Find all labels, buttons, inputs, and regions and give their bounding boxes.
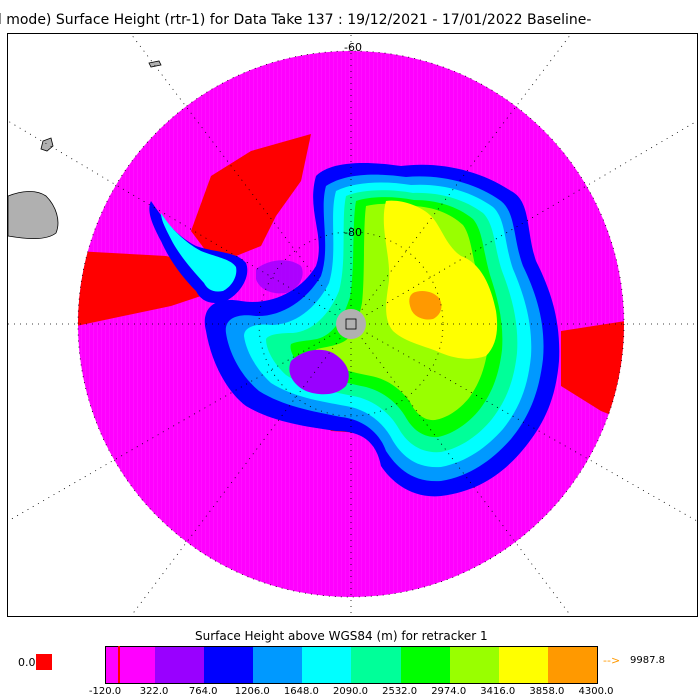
elevation-band-6 xyxy=(383,200,498,359)
legend-title: Surface Height above WGS84 (m) for retra… xyxy=(195,629,488,643)
colorbar-tick-label: 322.0 xyxy=(139,686,169,697)
lat-label-60: -60 xyxy=(344,41,362,54)
lat-label-80: -80 xyxy=(344,226,362,239)
elevation-band-7 xyxy=(409,290,442,320)
zero-value-label: 0.0 xyxy=(18,656,36,669)
colorbar-tick-label: 1648.0 xyxy=(283,686,319,697)
map-frame: -60 -80 xyxy=(7,33,698,617)
colorbar-segment xyxy=(449,647,499,683)
graticule xyxy=(8,34,697,616)
colorbar-tick-label: 2532.0 xyxy=(382,686,418,697)
falkland-island xyxy=(40,137,54,152)
colorbar-tick-label: 3416.0 xyxy=(480,686,516,697)
ross-ice-shelf xyxy=(289,349,349,395)
colorbar-tick-label: 2090.0 xyxy=(333,686,368,697)
flag-region-weddell xyxy=(191,134,311,256)
overflow-value: 9987.8 xyxy=(630,655,665,666)
colorbar-tick-label: 2974.0 xyxy=(431,686,467,697)
colorbar-segment xyxy=(302,647,352,683)
south-america-tip xyxy=(8,191,59,240)
colorbar-tick-label: 764.0 xyxy=(188,686,218,697)
overflow-arrow-icon: --> xyxy=(603,654,621,667)
filchner-shelf xyxy=(256,260,303,294)
flag-region-east xyxy=(561,321,624,421)
colorbar-tick-label: -120.0 xyxy=(88,686,122,697)
peninsula-interior xyxy=(161,213,237,292)
colorbar-segment xyxy=(106,647,156,683)
zero-value-swatch xyxy=(36,654,52,670)
colorbar-segment xyxy=(400,647,450,683)
colorbar-segment xyxy=(498,647,548,683)
colorbar-tick-label: 4300.0 xyxy=(578,686,614,697)
pole-center-box xyxy=(345,318,357,330)
colorbar-segment xyxy=(204,647,254,683)
colorbar-segment xyxy=(351,647,401,683)
colorbar-segment xyxy=(547,647,597,683)
colorbar-segment xyxy=(253,647,303,683)
polar-map: -60 -80 xyxy=(8,34,697,616)
colorbar-marker xyxy=(118,646,120,683)
colorbar-segment xyxy=(155,647,205,683)
colorbar-tick-label: 3858.0 xyxy=(529,686,565,697)
colorbar-tick-label: 1206.0 xyxy=(234,686,270,697)
flag-region-west xyxy=(78,251,201,326)
small-island xyxy=(148,60,162,68)
colorbar xyxy=(105,646,598,684)
map-title: ll mode) Surface Height (rtr-1) for Data… xyxy=(0,12,592,28)
pole-gap-marker xyxy=(336,309,366,339)
